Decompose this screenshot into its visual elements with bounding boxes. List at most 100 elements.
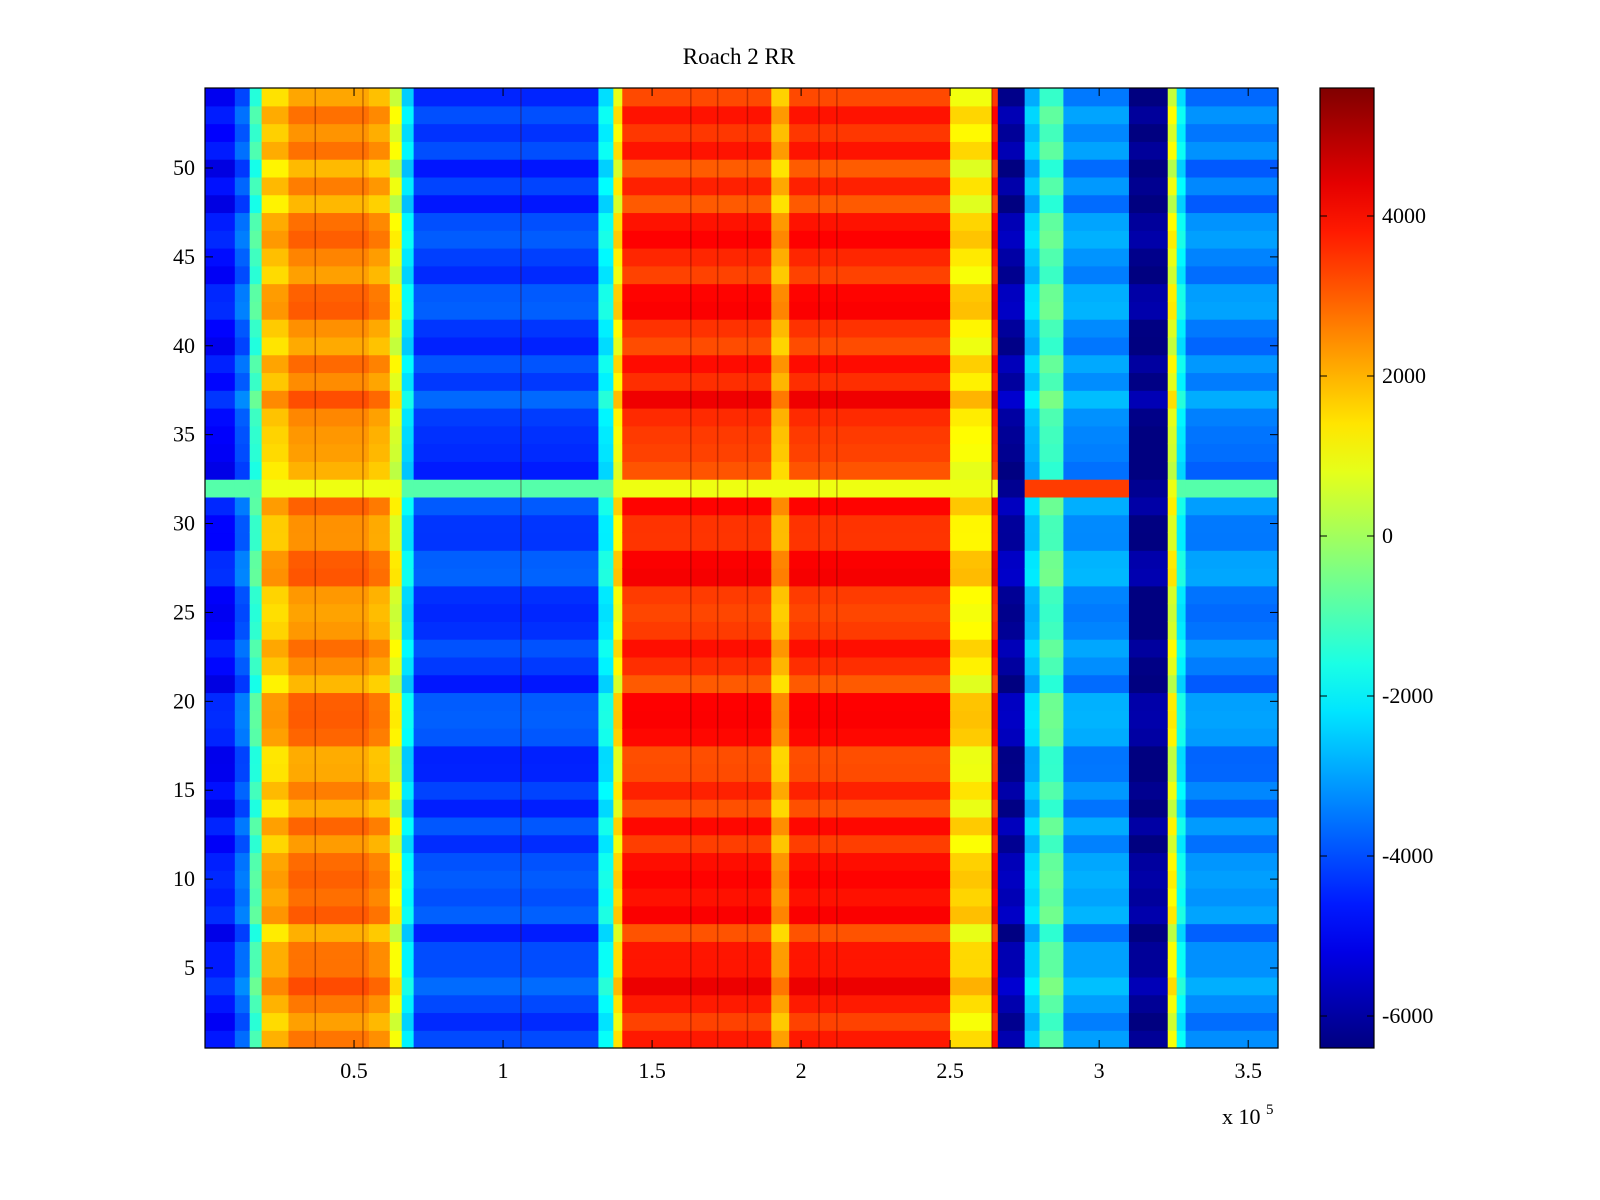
heatmap-cell [789,141,951,160]
heatmap-cell [401,781,415,800]
heatmap-cell [598,674,614,694]
heatmap-cell [1167,568,1178,587]
heatmap-cell [991,283,999,302]
heatmap-cell [368,585,391,605]
heatmap-cell [598,639,614,658]
x-exponent-label: x 10 5 [1222,1102,1274,1129]
heatmap-cell [389,443,403,462]
heatmap-cell [261,834,290,854]
heatmap-cell [413,283,600,302]
heatmap-cell [261,425,290,445]
heatmap-cell [771,976,790,996]
heatmap-cell [1176,692,1187,711]
heatmap-cell [389,994,403,1014]
heatmap-cell [368,105,391,125]
heatmap-cell [613,923,623,942]
heatmap-cell [389,301,403,320]
heatmap-cell [1024,781,1041,800]
heatmap-cell [1185,834,1279,854]
heatmap-cell [1024,799,1041,818]
heatmap-cell [261,621,290,640]
heatmap-cell [991,390,999,409]
heatmap-cell [389,1012,403,1031]
heatmap-cell [950,763,993,782]
y-tick-label: 15 [173,777,195,802]
heatmap-cell [1176,443,1187,462]
heatmap-cell [1185,159,1279,178]
heatmap-cell [249,532,263,551]
heatmap-cell [261,88,290,107]
heatmap-cell [997,1030,1026,1049]
heatmap-cell [368,248,391,267]
heatmap-cell [389,816,403,836]
heatmap-cell [997,976,1026,996]
heatmap-cell [613,870,623,889]
heatmap-cell [1185,230,1279,249]
heatmap-cell [261,248,290,267]
heatmap-cell [1039,941,1064,960]
heatmap-cell [249,763,263,782]
heatmap-cell [261,159,290,178]
heatmap-cell [950,496,993,516]
heatmap-cell [598,763,614,782]
heatmap-cell [613,319,623,338]
heatmap-cell [389,248,403,267]
heatmap-cell [789,585,951,605]
heatmap-cell [950,319,993,338]
heatmap-cell [249,674,263,694]
heatmap-cell [1167,88,1178,107]
heatmap-cell [1167,230,1178,249]
heatmap-cell [598,283,614,302]
heatmap-cell [261,710,290,729]
heatmap-cell [1024,976,1041,996]
heatmap-cell [997,1012,1026,1031]
heatmap-cell [622,745,772,765]
heatmap-cell [401,745,415,765]
heatmap-cell [991,123,999,142]
heatmap-cell [613,230,623,249]
heatmap-cell [1185,283,1279,302]
heatmap-cell [288,959,370,978]
heatmap-cell [997,212,1026,231]
heatmap-cell [401,603,415,622]
heatmap-cell [1063,585,1130,605]
heatmap-cell [789,443,951,462]
heatmap-cell [950,461,993,480]
heatmap-cell [1039,763,1064,782]
heatmap-cell [1128,550,1169,569]
heatmap-cell [288,230,370,249]
heatmap-cell [1167,372,1178,391]
heatmap-cell [991,479,999,498]
heatmap-cell [997,763,1026,782]
heatmap-cell [1128,496,1169,516]
heatmap-cell [997,443,1026,462]
heatmap-cell [771,959,790,978]
heatmap-cell [1024,461,1041,480]
heatmap-cell [1039,212,1064,231]
heatmap-cell [368,283,391,302]
heatmap-cell [1063,710,1130,729]
heatmap-cell [1185,496,1279,516]
heatmap-cell [1024,123,1041,142]
heatmap-cell [413,265,600,285]
colorbar-tick-label: 2000 [1382,363,1426,388]
heatmap-cell [389,159,403,178]
heatmap-cell [288,852,370,871]
heatmap-cell [789,692,951,711]
heatmap-cell [1176,532,1187,551]
heatmap-cell [368,763,391,782]
heatmap-cell [622,354,772,374]
heatmap-cell [261,532,290,551]
heatmap-cell [389,781,403,800]
heatmap-cell [598,425,614,445]
heatmap-cell [249,301,263,320]
heatmap-cell [1063,639,1130,658]
heatmap-cell [622,568,772,587]
heatmap-cell [205,799,236,818]
heatmap-cell [368,336,391,356]
heatmap-cell [991,870,999,889]
heatmap-cell [234,301,251,320]
heatmap-cell [234,568,251,587]
y-tick-label: 5 [184,955,195,980]
heatmap-cell [1039,301,1064,320]
